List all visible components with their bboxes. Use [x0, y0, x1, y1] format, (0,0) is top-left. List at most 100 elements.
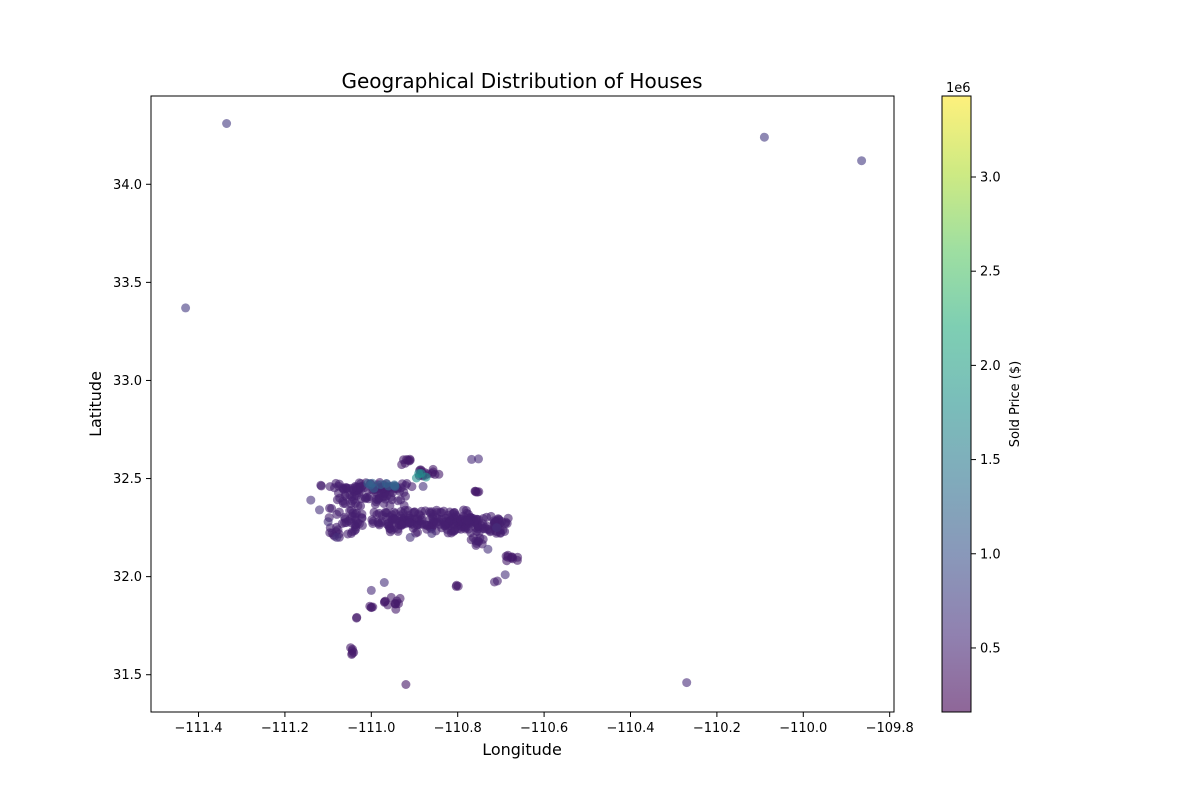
x-tick-label: −110.8 — [434, 721, 482, 736]
data-point — [463, 516, 473, 525]
data-point — [418, 481, 428, 491]
data-point — [367, 602, 376, 612]
data-point-outlier — [222, 119, 232, 128]
colorbar-tick-label: 1.5 — [980, 453, 1001, 468]
data-point — [385, 500, 395, 510]
data-point — [416, 469, 426, 478]
data-point — [419, 519, 429, 529]
chart-title: Geographical Distribution of Houses — [341, 69, 702, 93]
data-point — [357, 521, 367, 530]
data-point — [395, 593, 405, 603]
data-point — [346, 529, 356, 538]
points-layer — [181, 119, 867, 689]
data-point — [367, 478, 377, 488]
data-point — [478, 519, 488, 529]
data-point — [346, 518, 356, 528]
x-tick-label: −111.2 — [261, 721, 309, 736]
colorbar-label: Sold Price ($) — [1008, 361, 1023, 447]
x-tick-label: −110.0 — [779, 721, 827, 736]
data-point — [323, 517, 333, 527]
data-point — [383, 481, 393, 491]
colorbar-gradient — [942, 96, 971, 712]
data-point — [347, 649, 357, 658]
data-point — [385, 527, 395, 537]
data-point — [468, 533, 478, 543]
y-tick-label: 33.5 — [113, 276, 142, 291]
data-point — [474, 454, 483, 464]
data-point — [474, 487, 484, 497]
data-point — [507, 552, 517, 562]
colorbar-ticks: 0.5 1.0 1.5 2.0 2.5 3.0 — [971, 171, 1001, 656]
colorbar-tick-label: 2.5 — [980, 265, 1001, 280]
data-point — [352, 613, 361, 623]
data-point — [347, 483, 357, 493]
y-axis-label: Latitude — [86, 371, 105, 437]
data-point — [376, 480, 386, 490]
data-point — [428, 467, 438, 477]
data-point — [386, 492, 396, 502]
data-point — [377, 510, 387, 520]
data-point — [404, 518, 414, 528]
data-point — [461, 523, 471, 532]
data-point — [492, 523, 502, 533]
data-point — [427, 529, 437, 538]
data-point — [332, 509, 342, 519]
data-point — [379, 578, 389, 587]
x-tick-label: −111.0 — [347, 721, 395, 736]
x-tick-label: −110.2 — [693, 721, 741, 736]
data-point-outlier — [857, 156, 867, 166]
y-tick-label: 32.0 — [113, 570, 142, 585]
data-point — [306, 495, 316, 505]
colorbar-tick-label: 0.5 — [980, 641, 1001, 656]
y-tick-label: 34.0 — [113, 178, 142, 193]
y-tick-label: 33.0 — [113, 374, 142, 389]
x-axis-label: Longitude — [482, 740, 562, 759]
data-point — [410, 507, 420, 517]
data-point — [334, 488, 343, 498]
data-point — [403, 455, 413, 465]
x-tick-label: −110.4 — [606, 721, 654, 736]
colorbar-tick-label: 3.0 — [980, 171, 1001, 186]
colorbar: 1e6 0.5 1.0 1.5 2.0 2.5 3.0 Sold Price ($) — [941, 81, 1023, 713]
x-tick-label: −110.6 — [520, 721, 568, 736]
data-point — [467, 454, 477, 464]
data-point — [405, 532, 415, 542]
data-point — [478, 534, 488, 544]
colorbar-tick-label: 1.0 — [980, 547, 1001, 562]
data-point — [393, 496, 403, 506]
data-point — [374, 519, 384, 528]
data-point — [346, 499, 356, 509]
colorbar-tick-label: 2.0 — [980, 359, 1001, 374]
data-point — [379, 597, 389, 607]
data-point — [437, 508, 446, 518]
data-point — [316, 480, 326, 490]
plot-frame — [150, 95, 895, 713]
data-point — [500, 570, 510, 580]
data-point — [483, 544, 493, 554]
data-point — [370, 499, 380, 509]
data-point — [432, 517, 442, 527]
data-point — [315, 505, 324, 515]
data-point — [490, 577, 499, 587]
y-tick-label: 31.5 — [113, 668, 142, 683]
y-tick-label: 32.5 — [113, 472, 142, 487]
colorbar-multiplier: 1e6 — [946, 81, 971, 96]
data-point — [386, 592, 396, 602]
data-point — [445, 515, 455, 525]
data-point — [367, 515, 377, 525]
data-point — [348, 508, 358, 518]
data-point-outlier — [401, 680, 411, 689]
x-tick-label: −109.8 — [866, 721, 914, 736]
colorbar-frame — [941, 95, 972, 713]
x-axis-ticks: −111.4 −111.2 −111.0 −110.8 −110.6 −110.4 −110… — [174, 712, 914, 736]
y-axis-ticks: 31.5 32.0 32.5 33.0 33.5 34.0 — [113, 178, 151, 683]
data-point-outlier — [682, 678, 692, 688]
data-point — [366, 585, 376, 595]
data-point — [451, 581, 461, 591]
x-tick-label: −111.4 — [174, 721, 222, 736]
data-point-outlier — [759, 132, 769, 142]
data-point — [489, 516, 499, 526]
data-point — [327, 504, 337, 513]
